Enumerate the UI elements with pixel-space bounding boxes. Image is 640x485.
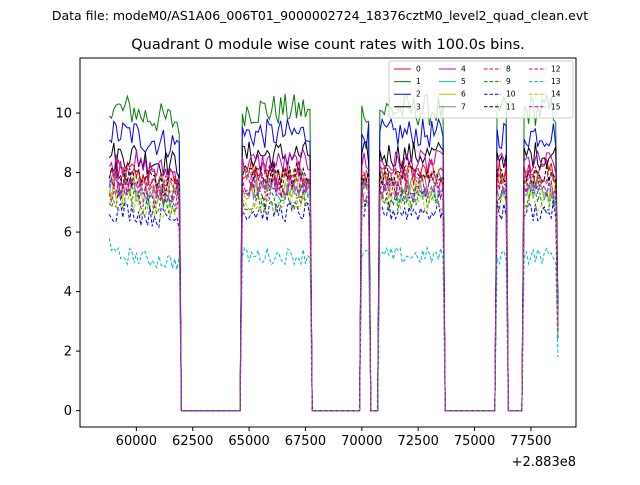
legend-label-12: 12 <box>551 65 561 74</box>
y-tick-label: 6 <box>64 226 72 241</box>
legend-box <box>388 60 574 119</box>
series-line-13 <box>108 237 559 412</box>
x-tick-label: 77500 <box>510 434 551 449</box>
series-line-6 <box>108 175 559 412</box>
x-tick-label: 62500 <box>172 434 213 449</box>
x-tick-label: 65000 <box>228 434 269 449</box>
x-tick-label: 75000 <box>454 434 495 449</box>
legend-label-0: 0 <box>416 65 421 74</box>
y-tick-label: 10 <box>55 107 72 122</box>
legend-label-1: 1 <box>416 77 421 86</box>
x-tick-label: 60000 <box>116 434 157 449</box>
chart-title: Quadrant 0 module wise count rates with … <box>131 37 525 53</box>
legend-label-13: 13 <box>551 77 561 86</box>
series-line-14 <box>108 191 559 412</box>
series-line-9 <box>108 187 559 412</box>
series-line-0 <box>108 157 559 412</box>
y-tick-label: 4 <box>64 285 72 300</box>
y-tick-label: 8 <box>64 166 72 181</box>
x-tick-label: 72500 <box>398 434 439 449</box>
series-line-2 <box>108 117 559 412</box>
x-tick-label: 67500 <box>285 434 326 449</box>
x-axis: 60000 62500 65000 67500 70000 72500 75000 77500 <box>116 427 552 449</box>
legend-label-2: 2 <box>416 90 421 99</box>
legend-label-11: 11 <box>506 102 516 111</box>
legend-label-15: 15 <box>551 102 561 111</box>
series-line-8 <box>108 165 559 412</box>
x-axis-offset-label: +2.883e8 <box>512 455 576 470</box>
series-layer <box>108 93 559 412</box>
legend-label-9: 9 <box>506 77 511 86</box>
y-axis: 0 2 4 6 8 10 <box>55 107 80 419</box>
legend-label-14: 14 <box>551 90 561 99</box>
chart-suptitle: Data file: modeM0/AS1A06_006T01_90000027… <box>52 8 588 23</box>
legend-label-6: 6 <box>461 90 466 99</box>
x-tick-label: 70000 <box>341 434 382 449</box>
legend-label-10: 10 <box>506 90 516 99</box>
legend-label-8: 8 <box>506 65 511 74</box>
series-line-15 <box>108 177 559 412</box>
series-line-5 <box>108 178 559 412</box>
legend-label-4: 4 <box>461 65 466 74</box>
legend-label-3: 3 <box>416 102 421 111</box>
legend-label-7: 7 <box>461 102 466 111</box>
series-line-10 <box>108 199 559 412</box>
y-tick-label: 0 <box>64 404 72 419</box>
y-tick-label: 2 <box>64 345 72 360</box>
plot-frame <box>79 57 577 428</box>
legend-label-5: 5 <box>461 77 466 86</box>
